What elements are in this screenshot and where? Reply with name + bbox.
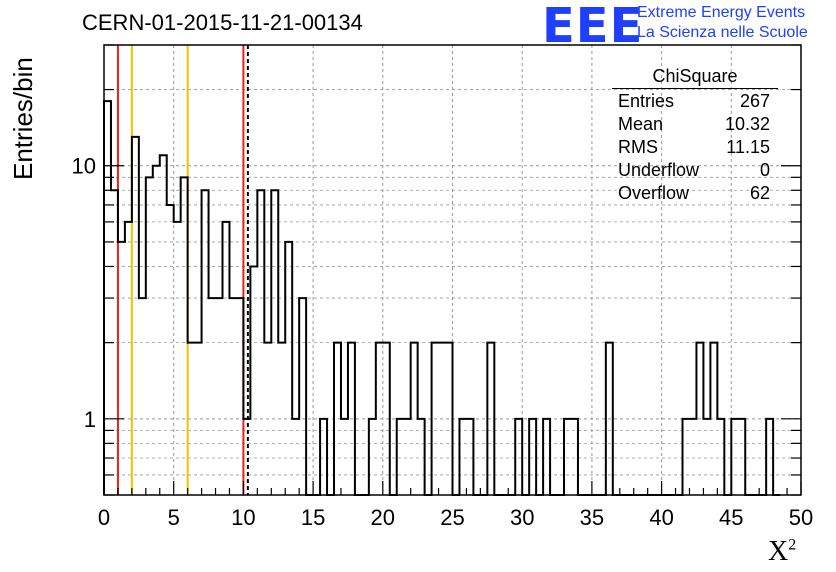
- tick-labels: 0 5 10 15 20 25 30 35 40 45 50 1 10: [72, 154, 814, 530]
- stats-label: Underflow: [618, 160, 700, 180]
- stats-label: Entries: [618, 91, 675, 111]
- stats-value: 10.32: [724, 114, 770, 134]
- x-tick-label: 30: [510, 505, 534, 530]
- y-tick-label: 1: [84, 407, 96, 432]
- x-tick-label: 20: [371, 505, 395, 530]
- x-tick-label: 5: [168, 505, 180, 530]
- stats-value: 11.15: [726, 137, 770, 157]
- x-axis-label-base: X: [768, 536, 789, 567]
- chart-title: CERN-01-2015-11-21-00134: [82, 10, 363, 35]
- eee-logo: EEE Extreme Energy Events La Scienza nel…: [542, 0, 832, 54]
- x-tick-label: 50: [789, 505, 813, 530]
- x-tick-label: 25: [440, 505, 464, 530]
- x-axis-label-sup: 2: [788, 536, 797, 554]
- stats-title: ChiSquare: [612, 66, 778, 89]
- x-tick-label: 15: [301, 505, 325, 530]
- stats-row-entries: Entries 267: [612, 90, 778, 113]
- x-tick-label: 40: [649, 505, 673, 530]
- x-axis-label: X2: [768, 536, 796, 568]
- y-axis-label: Entries/bin: [8, 57, 38, 180]
- reference-lines: [116, 45, 249, 495]
- x-tick-label: 35: [580, 505, 604, 530]
- stats-value: 0: [759, 160, 770, 180]
- stats-label: Mean: [618, 114, 664, 134]
- x-tick-label: 0: [98, 505, 110, 530]
- axis-ticks: [103, 44, 802, 496]
- x-tick-label: 45: [719, 505, 743, 530]
- logo-line-2: La Scienza nelle Scuole: [637, 24, 808, 41]
- stats-label: Overflow: [618, 183, 690, 203]
- stats-label: RMS: [618, 137, 658, 157]
- stats-box: ChiSquare Entries 267 Mean 10.32 RMS 11.15 …: [612, 66, 778, 205]
- logo-mark: EEE: [542, 0, 644, 54]
- stats-row-rms: RMS 11.15: [612, 136, 778, 159]
- logo-line-1: Extreme Energy Events: [637, 4, 806, 21]
- y-tick-label: 10: [72, 154, 96, 179]
- stats-value: 62: [749, 183, 770, 203]
- x-tick-label: 10: [231, 505, 255, 530]
- stats-value: 267: [739, 91, 770, 111]
- stats-row-underflow: Underflow 0: [612, 159, 778, 182]
- stats-row-overflow: Overflow 62: [612, 182, 778, 205]
- stats-row-mean: Mean 10.32: [612, 113, 778, 136]
